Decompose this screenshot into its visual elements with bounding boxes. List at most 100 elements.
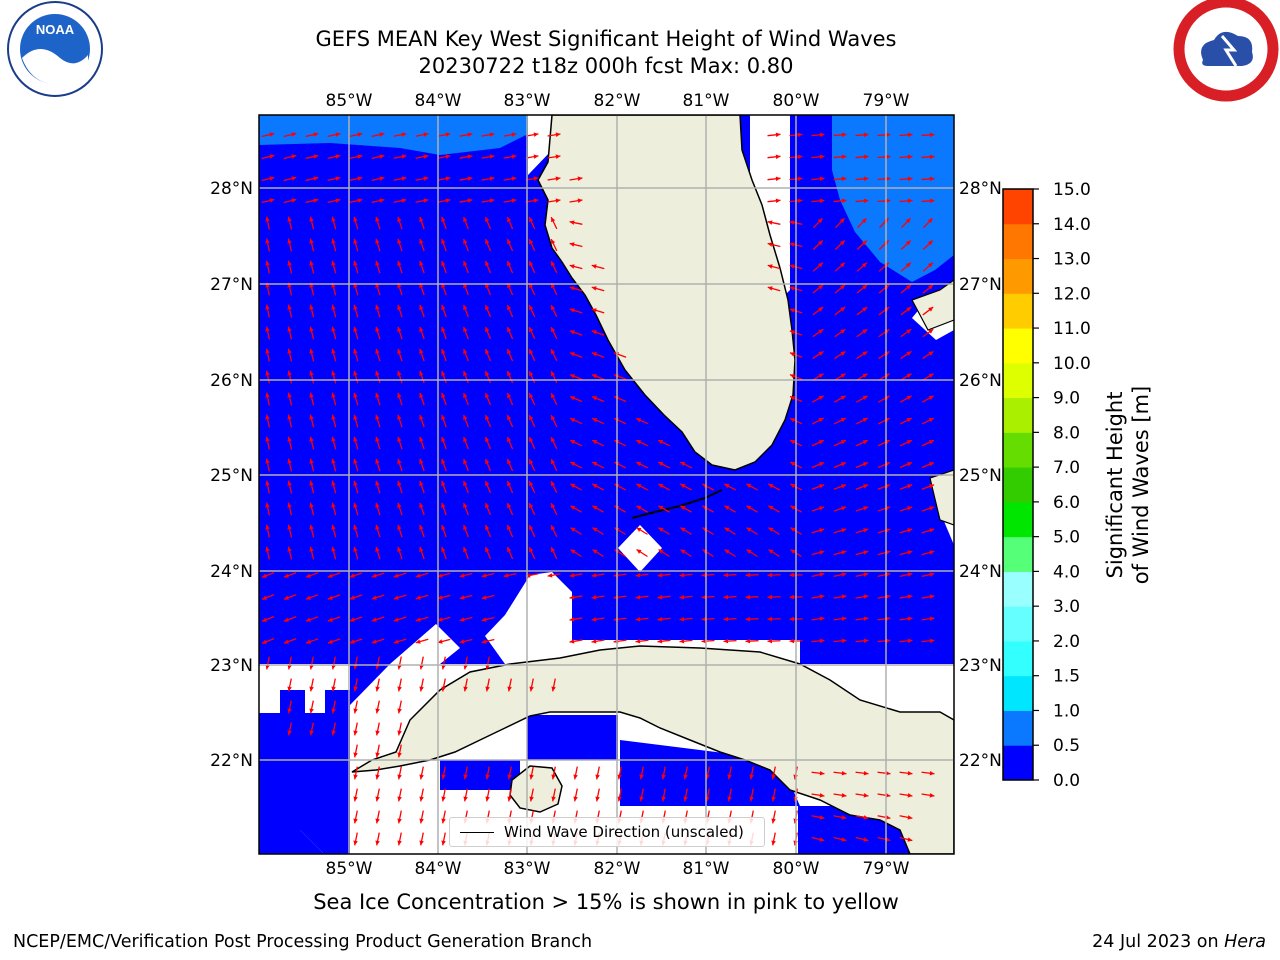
- wind-wave-arrow: [463, 788, 468, 802]
- wind-wave-arrow: [550, 370, 558, 384]
- wind-wave-arrow: [551, 678, 556, 692]
- wind-wave-arrow: [506, 370, 514, 384]
- wind-wave-arrow: [901, 217, 911, 229]
- wind-wave-arrow: [636, 527, 648, 535]
- wind-wave-arrow: [331, 502, 337, 516]
- wind-wave-arrow: [397, 788, 402, 802]
- wind-wave-arrow: [569, 461, 583, 469]
- wind-wave-arrow: [592, 548, 604, 558]
- wind-wave-arrow: [463, 678, 468, 692]
- lon-tick-label-top: 81°W: [683, 91, 730, 111]
- wind-wave-arrow: [899, 176, 913, 182]
- wind-wave-arrow: [261, 198, 275, 204]
- wind-wave-arrow: [331, 304, 337, 318]
- wind-wave-arrow: [419, 480, 425, 494]
- footer-date-text: 24 Jul 2023 on: [1092, 932, 1225, 952]
- wind-wave-arrow: [485, 788, 490, 802]
- wind-wave-arrow: [856, 284, 868, 294]
- wind-wave-arrow: [463, 414, 469, 428]
- wind-wave-arrow: [353, 304, 359, 318]
- wind-wave-arrow: [375, 480, 381, 494]
- colorbar-segment: [1003, 536, 1033, 572]
- wind-wave-arrow: [419, 788, 424, 802]
- wind-wave-arrows: [261, 132, 935, 846]
- wind-wave-arrow: [437, 638, 451, 644]
- wind-wave-arrow: [481, 594, 495, 600]
- wind-wave-arrow: [547, 198, 561, 203]
- wind-wave-arrow: [441, 524, 447, 538]
- wind-wave-arrow: [569, 220, 583, 225]
- wind-wave-arrow: [528, 216, 536, 230]
- wind-wave-arrow: [745, 638, 759, 644]
- wind-wave-arrow: [437, 572, 451, 578]
- wind-wave-arrow: [437, 616, 451, 622]
- wind-wave-arrow: [855, 528, 869, 534]
- lon-tick-label-bottom: 79°W: [863, 859, 910, 879]
- wind-wave-arrow: [397, 766, 402, 780]
- wind-wave-arrow: [309, 502, 315, 516]
- map-legend: Wind Wave Direction (unscaled): [449, 817, 765, 847]
- wind-wave-arrow: [353, 700, 358, 714]
- wind-wave-arrow: [419, 766, 424, 780]
- wind-wave-arrow: [441, 480, 447, 494]
- wind-wave-arrow: [441, 832, 446, 846]
- wind-wave-arrow: [657, 461, 671, 469]
- wind-wave-arrow: [397, 458, 403, 472]
- lon-tick-label-bottom: 82°W: [594, 859, 641, 879]
- wind-wave-arrow: [528, 502, 536, 516]
- wind-wave-arrow: [833, 616, 847, 622]
- wind-wave-arrow: [437, 132, 451, 137]
- wind-wave-arrow: [459, 132, 473, 137]
- wind-wave-arrow: [550, 458, 558, 472]
- wind-wave-arrow: [503, 176, 517, 181]
- wind-wave-arrow: [261, 132, 275, 138]
- wind-wave-arrow: [393, 638, 407, 644]
- wind-wave-arrow: [855, 154, 869, 160]
- colorbar-tick-label: 13.0: [1053, 250, 1091, 270]
- wind-wave-arrow: [484, 480, 492, 494]
- wind-wave-arrow: [899, 439, 913, 447]
- lat-tick-label-right: 26°N: [959, 371, 1002, 391]
- colorbar-segment: [1003, 189, 1033, 225]
- wind-wave-arrow: [265, 502, 270, 516]
- wind-wave-arrow: [550, 326, 558, 340]
- wind-wave-arrow: [834, 373, 846, 381]
- wind-wave-arrow: [658, 505, 670, 513]
- wind-wave-arrow: [309, 700, 314, 714]
- wind-wave-arrow: [506, 392, 514, 406]
- florida-landmass: [537, 115, 796, 471]
- wind-wave-arrow: [371, 176, 385, 181]
- wind-wave-arrow: [811, 638, 825, 644]
- wind-wave-arrow: [375, 436, 381, 450]
- wind-wave-arrow: [745, 572, 759, 578]
- wind-wave-arrow: [855, 793, 869, 798]
- wind-wave-arrow: [305, 594, 319, 600]
- wind-wave-arrow: [459, 594, 473, 600]
- wind-wave-arrow: [591, 374, 605, 380]
- wind-wave-arrow: [503, 132, 517, 137]
- wind-wave-arrow: [570, 548, 582, 558]
- wind-wave-arrow: [591, 352, 605, 358]
- wind-wave-arrow: [397, 216, 403, 230]
- wind-wave-arrow: [635, 616, 649, 622]
- wind-wave-arrow: [833, 528, 847, 534]
- wind-wave-arrow: [415, 638, 429, 644]
- wind-wave-arrow: [922, 262, 934, 272]
- wind-wave-arrow: [569, 286, 583, 292]
- wind-wave-arrow: [459, 572, 473, 578]
- wind-wave-arrow: [900, 306, 912, 316]
- wind-wave-arrow: [724, 527, 736, 535]
- wind-wave-arrow: [723, 616, 737, 622]
- colorbar-tick-label: 6.0: [1053, 493, 1080, 513]
- wind-wave-arrow: [463, 502, 469, 516]
- wind-wave-arrow: [855, 395, 869, 403]
- wind-wave-arrow: [657, 616, 671, 622]
- wind-wave-arrow: [375, 524, 381, 538]
- wind-wave-arrow: [855, 616, 869, 622]
- wind-wave-arrow: [855, 594, 869, 599]
- wind-wave-arrow: [569, 417, 583, 425]
- colorbar-segment: [1003, 362, 1033, 399]
- wind-wave-arrow: [375, 392, 381, 406]
- wind-wave-arrow: [419, 216, 425, 230]
- wind-wave-arrow: [507, 788, 512, 802]
